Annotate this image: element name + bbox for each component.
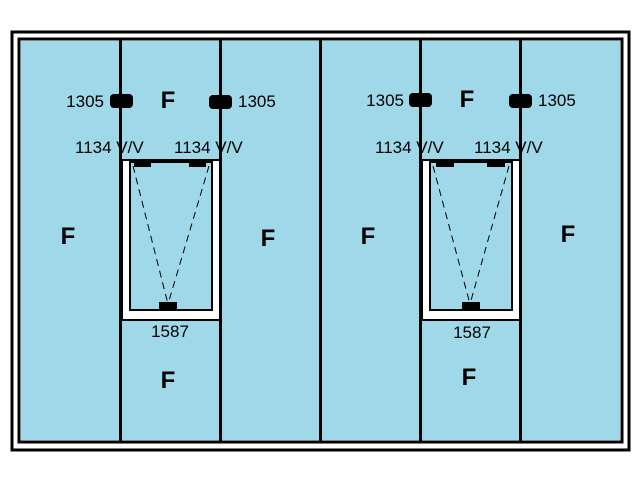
- glass-panel-right: [522, 41, 620, 440]
- vent-sash-glass: [429, 161, 513, 311]
- fixed-label-top-center: F: [161, 87, 176, 114]
- fixed-label-right: F: [561, 221, 576, 248]
- stay-marker-right: [189, 160, 206, 167]
- glass-panel-bottom-center: [422, 321, 520, 440]
- inner-frame: [17, 37, 624, 444]
- stay-marker-right: [487, 160, 505, 167]
- hinge-marker-right: [509, 94, 532, 108]
- glass-panel-top-center: [122, 41, 220, 159]
- handle-marker: [159, 302, 177, 309]
- fixed-label-left: F: [61, 223, 76, 250]
- stay-label-right: 1134 V/V: [474, 138, 543, 157]
- vent-sash-glass: [129, 161, 213, 311]
- stay-label-left: 1134 V/V: [375, 138, 444, 157]
- fixed-label-top-center: F: [460, 86, 475, 113]
- fixed-label-bottom-center: F: [161, 367, 176, 394]
- hinge-marker-left: [409, 93, 432, 107]
- hinge-marker-left: [110, 94, 133, 108]
- hinge-label-right: 1305: [538, 91, 576, 110]
- glass-panel-right: [222, 41, 319, 440]
- handle-label: 1587: [453, 323, 491, 342]
- window-unit-1: 1305 1305 1134 V/V 1134 V/V 1587 F F F F: [21, 40, 319, 441]
- glass-panel-left: [322, 41, 419, 440]
- glass-panel-left: [21, 41, 119, 440]
- hinge-marker-right: [209, 95, 232, 109]
- fixed-label-bottom-center: F: [462, 364, 477, 391]
- window-unit-2: 1305 1305 1134 V/V 1134 V/V 1587 F F F F: [322, 40, 620, 441]
- hinge-label-left: 1305: [366, 91, 404, 110]
- fixed-label-right: F: [261, 225, 276, 252]
- glass-panel-top-center: [422, 41, 520, 159]
- glass-panel-bottom-center: [122, 321, 220, 440]
- stay-marker-left: [436, 160, 454, 167]
- handle-label: 1587: [151, 322, 189, 341]
- fixed-label-left: F: [361, 223, 376, 250]
- hinge-label-left: 1305: [66, 92, 104, 111]
- handle-marker: [462, 302, 480, 309]
- stay-marker-left: [134, 160, 151, 167]
- stay-label-right: 1134 V/V: [174, 138, 243, 157]
- stay-label-left: 1134 V/V: [75, 138, 144, 157]
- hinge-label-right: 1305: [238, 92, 276, 111]
